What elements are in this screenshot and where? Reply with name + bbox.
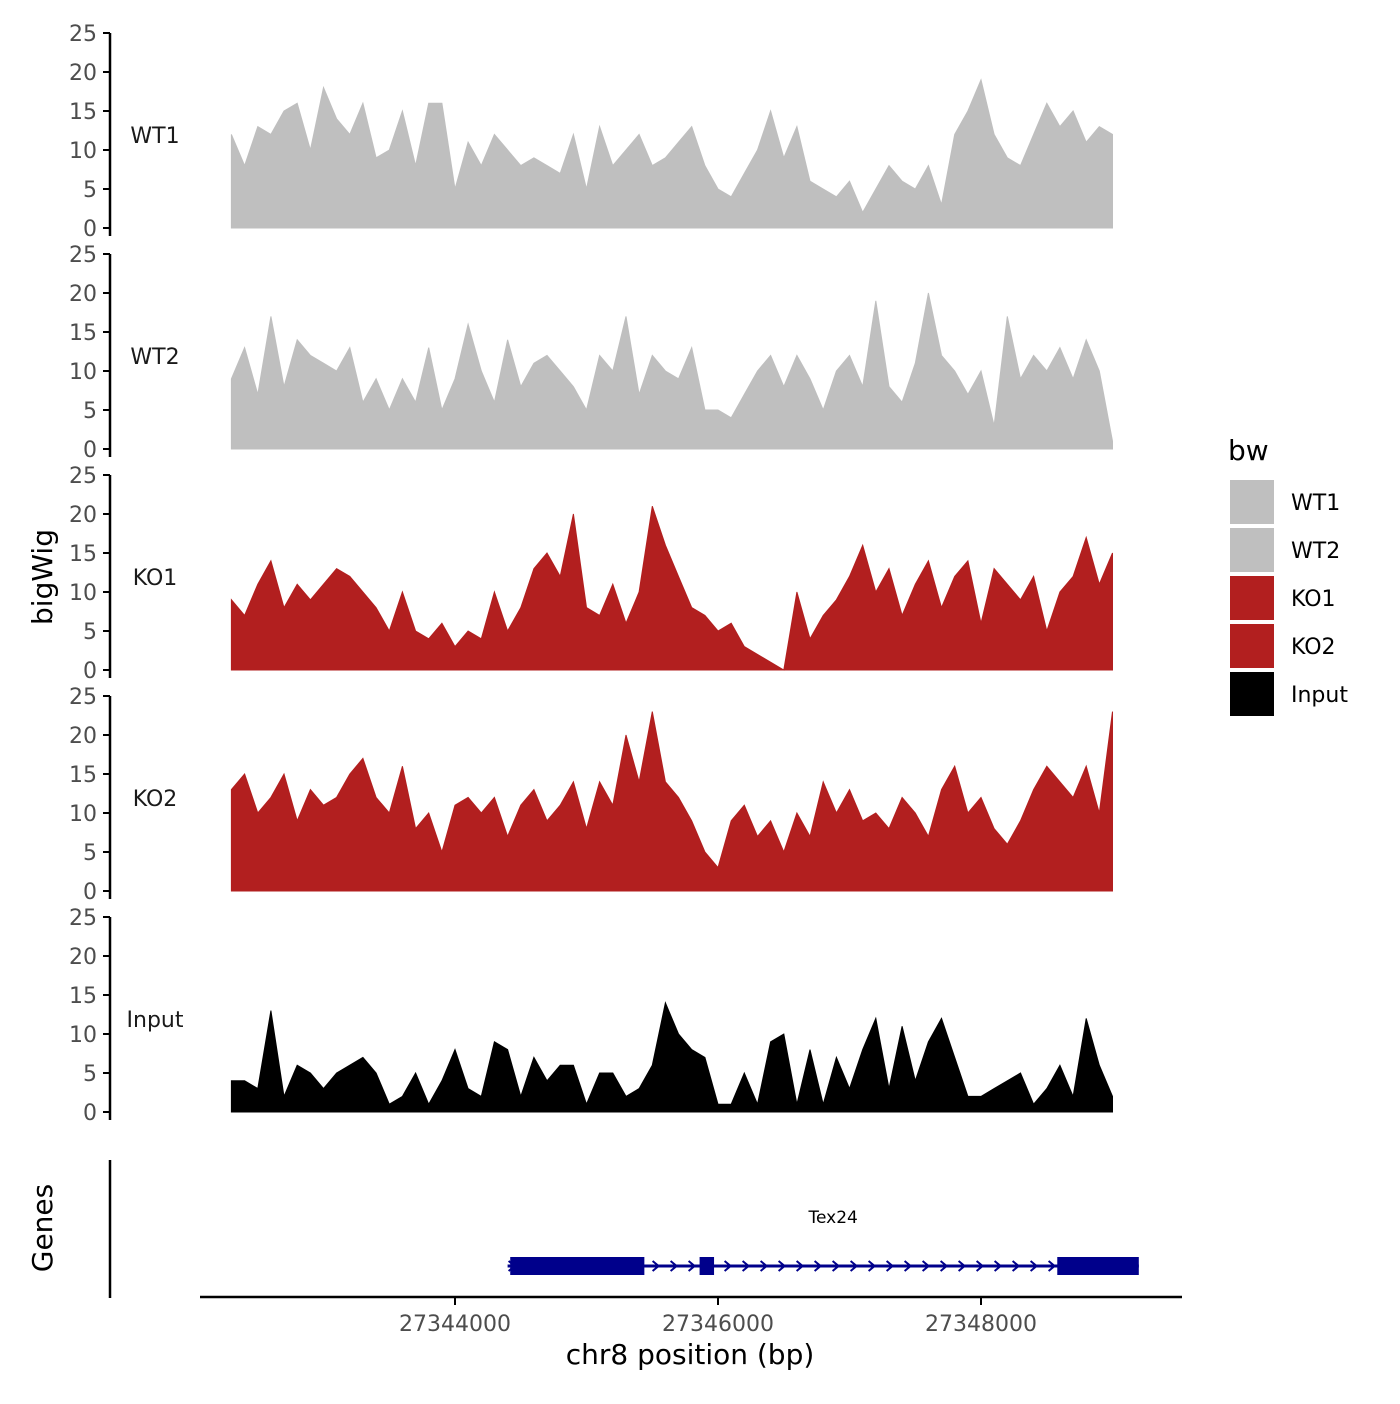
gene-exon <box>510 1257 645 1275</box>
gene-strand-arrow <box>1029 1260 1039 1272</box>
y-tick-label: 5 <box>83 178 97 203</box>
legend-swatch-wt2 <box>1230 528 1274 572</box>
y-tick-label: 15 <box>69 763 97 788</box>
legend-label: KO2 <box>1291 635 1336 660</box>
track-area-ko1 <box>230 506 1113 671</box>
track-label: WT1 <box>130 124 179 149</box>
y-tick-label: 20 <box>69 503 97 528</box>
legend-swatch-ko2 <box>1230 624 1274 668</box>
gene-strand-arrow <box>741 1260 751 1272</box>
y-tick-label: 0 <box>83 880 97 905</box>
y-tick-label: 25 <box>69 685 97 710</box>
y-tick-label: 0 <box>83 217 97 242</box>
legend-swatch-ko1 <box>1230 576 1274 620</box>
y-tick-label: 25 <box>69 464 97 489</box>
gene-axis-title: Genes <box>26 1184 59 1272</box>
y-tick-label: 25 <box>69 243 97 268</box>
gene-strand-arrow <box>813 1260 823 1272</box>
x-axis-title: chr8 position (bp) <box>566 1338 815 1371</box>
gene-strand-arrow <box>669 1260 679 1272</box>
gene-strand-arrow <box>903 1260 913 1272</box>
y-tick-label: 15 <box>69 100 97 125</box>
gene-exon <box>699 1257 715 1275</box>
track-area-wt1 <box>230 78 1113 229</box>
y-tick-label: 5 <box>83 1062 97 1087</box>
track-label: KO2 <box>133 787 178 812</box>
y-tick-label: 25 <box>69 22 97 47</box>
y-tick-label: 10 <box>69 581 97 606</box>
track-input: 0 5 10 15 20 25 Input <box>69 906 1113 1126</box>
gene-strand-arrow <box>651 1260 661 1272</box>
track-area-input <box>230 1001 1113 1113</box>
gene-strand-arrow <box>831 1260 841 1272</box>
gene-strand-arrow <box>1047 1260 1057 1272</box>
legend-label: KO1 <box>1291 587 1336 612</box>
x-tick-label: 27344000 <box>399 1312 511 1337</box>
legend-title: bw <box>1228 434 1269 467</box>
gene-strand-arrow <box>957 1260 967 1272</box>
gene-strand-arrow <box>975 1260 985 1272</box>
y-tick-label: 15 <box>69 984 97 1009</box>
y-tick-label: 10 <box>69 802 97 827</box>
y-tick-label: 15 <box>69 321 97 346</box>
track-label: Input <box>127 1008 184 1033</box>
gene-strand-arrow <box>723 1260 733 1272</box>
track-ko1: 0 5 10 15 20 25 KO1 <box>69 464 1113 684</box>
legend-label: WT2 <box>1291 539 1340 564</box>
gene-strand-arrow <box>795 1260 805 1272</box>
track-area-wt2 <box>230 292 1113 450</box>
track-label: WT2 <box>130 345 179 370</box>
gene-exon <box>1057 1257 1139 1275</box>
y-axis-title: bigWig <box>26 529 59 625</box>
legend-label: Input <box>1291 683 1348 708</box>
gene-strand-arrow <box>921 1260 931 1272</box>
y-tick-label: 25 <box>69 906 97 931</box>
y-tick-label: 10 <box>69 1023 97 1048</box>
y-tick-label: 5 <box>83 841 97 866</box>
gene-name-label: Tex24 <box>808 1208 858 1228</box>
gene-strand-arrow <box>777 1260 787 1272</box>
track-area-ko2 <box>230 711 1113 892</box>
legend-swatch-input <box>1230 672 1274 716</box>
track-wt1: 0 5 10 15 20 25 WT1 <box>69 22 1113 242</box>
y-tick-label: 10 <box>69 360 97 385</box>
gene-strand-arrow <box>867 1260 877 1272</box>
gene-strand-arrow <box>849 1260 859 1272</box>
y-tick-label: 0 <box>83 659 97 684</box>
track-wt2: 0 5 10 15 20 25 WT2 <box>69 243 1113 463</box>
gene-strand-arrow <box>687 1260 697 1272</box>
legend-label: WT1 <box>1291 491 1340 516</box>
y-tick-label: 10 <box>69 139 97 164</box>
track-label: KO1 <box>133 566 178 591</box>
y-tick-label: 15 <box>69 542 97 567</box>
y-tick-label: 20 <box>69 945 97 970</box>
gene-strand-arrow <box>759 1260 769 1272</box>
y-tick-label: 20 <box>69 282 97 307</box>
gene-track: Tex24 <box>108 1160 1139 1298</box>
y-tick-label: 0 <box>83 438 97 463</box>
gene-strand-arrow <box>1011 1260 1021 1272</box>
y-tick-label: 20 <box>69 61 97 86</box>
x-axis: 27344000 27346000 27348000 <box>200 1295 1182 1337</box>
gene-strand-arrow <box>939 1260 949 1272</box>
y-tick-label: 20 <box>69 724 97 749</box>
y-tick-label: 5 <box>83 620 97 645</box>
x-tick-label: 27348000 <box>925 1312 1037 1337</box>
y-tick-label: 0 <box>83 1101 97 1126</box>
legend: bw WT1 WT2 KO1 KO2 Input <box>1228 434 1348 716</box>
tracks-layer: 0510152025WT10510152025WT20510152025KO10… <box>69 22 1113 1126</box>
gene-strand-arrow <box>885 1260 895 1272</box>
gene-strand-arrow <box>993 1260 1003 1272</box>
track-ko2: 0 5 10 15 20 25 KO2 <box>69 685 1113 905</box>
x-tick-label: 27346000 <box>662 1312 774 1337</box>
legend-swatch-wt1 <box>1230 480 1274 524</box>
y-tick-label: 5 <box>83 399 97 424</box>
